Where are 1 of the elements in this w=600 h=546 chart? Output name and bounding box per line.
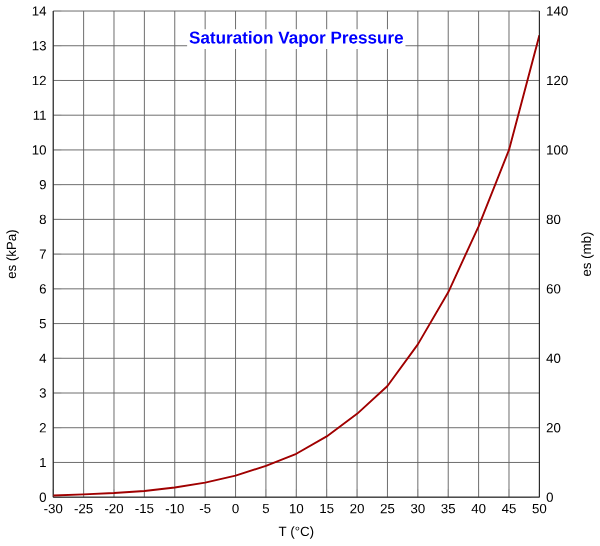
text: Saturation Vapor Pressure bbox=[189, 31, 403, 48]
